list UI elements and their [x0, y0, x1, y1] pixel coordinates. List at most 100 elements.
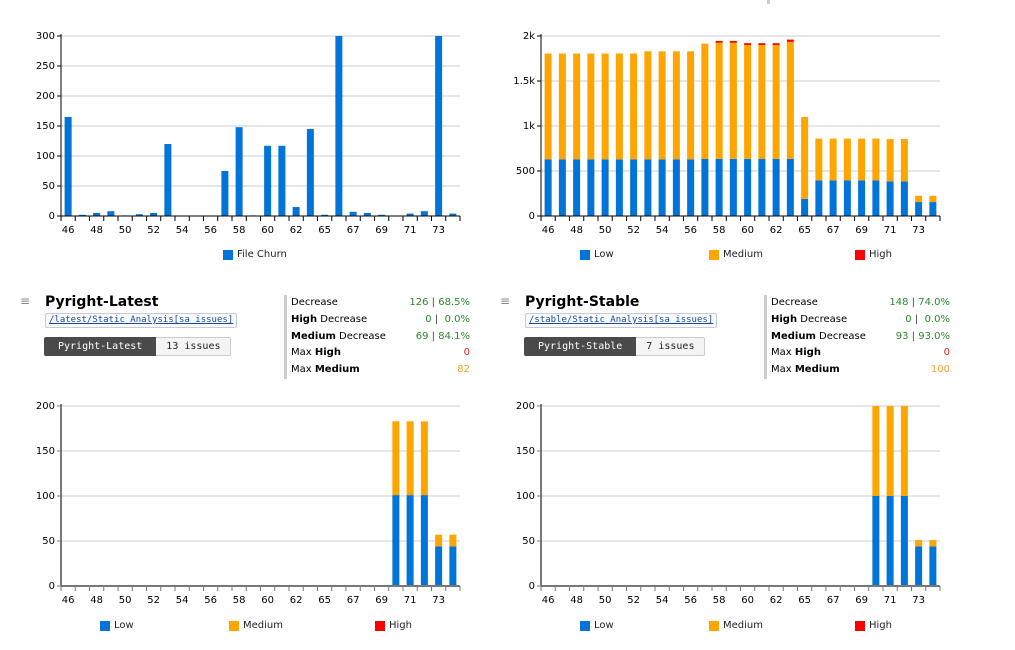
bar-medium — [886, 139, 894, 182]
bar-churn — [306, 129, 314, 216]
path-link[interactable]: /stable/Static Analysis[sa issues] — [525, 313, 718, 328]
bar-low — [886, 496, 894, 586]
bar-churn — [349, 211, 357, 216]
legend-swatch-low — [580, 620, 590, 631]
x-tick-label: 46 — [542, 225, 555, 236]
stat-value: 0 | 0.0% — [425, 313, 470, 325]
x-tick-label: 73 — [912, 225, 925, 236]
stat-row-medium-decrease: Medium Decrease 93 | 93.0% — [767, 329, 950, 346]
x-tick-label: 46 — [62, 225, 75, 236]
bar-churn — [221, 171, 229, 216]
issues-pill[interactable]: Pyright-Latest 13 issues — [44, 337, 232, 356]
legend-label[interactable]: Low — [594, 620, 614, 631]
chart-svg: 0 500 1k 1.5k 2k 46 48 50 52 54 56 58 60 62 65 67 69 71 73 — [513, 31, 941, 236]
y-tick-label: 0 — [49, 211, 55, 222]
menu-icon[interactable]: ≡ — [500, 294, 511, 308]
legend-label[interactable]: High — [869, 249, 892, 260]
y-tick-label: 200 — [36, 91, 55, 102]
y-tick-label: 200 — [36, 401, 55, 412]
bar-medium — [786, 41, 794, 159]
legend-label[interactable]: Medium — [723, 620, 763, 631]
y-tick-label: 1k — [523, 121, 535, 132]
x-tick-label: 54 — [176, 225, 189, 236]
bar-high — [786, 39, 794, 42]
bar-low — [772, 158, 780, 216]
bar-low — [687, 159, 695, 216]
bar-low — [829, 180, 837, 216]
bar-low — [801, 198, 809, 216]
x-tick-label: 67 — [347, 225, 360, 236]
stat-label: Decrease — [797, 313, 848, 325]
x-tick-label: 67 — [827, 225, 840, 236]
bar-low — [715, 158, 723, 216]
x-tick-label: 50 — [119, 595, 132, 606]
x-tick-label: 52 — [147, 225, 160, 236]
path-link[interactable]: /latest/Static Analysis[sa issues] — [45, 313, 238, 328]
legend-severity-low: Low — [580, 249, 614, 260]
bar-medium — [886, 406, 894, 496]
bar-low — [929, 202, 937, 216]
bar-churn — [78, 214, 86, 216]
bar-medium — [772, 45, 780, 159]
section-title: Pyright-Stable — [525, 294, 640, 310]
legend-label[interactable]: File Churn — [237, 249, 287, 260]
stat-label: Max — [291, 364, 315, 376]
x-tick-label: 48 — [570, 225, 583, 236]
stat-value: 69 | 84.1% — [415, 330, 470, 342]
legend-label[interactable]: Low — [594, 249, 614, 260]
bar-medium — [843, 138, 851, 181]
bar-churn — [420, 211, 428, 216]
x-tick-label: 62 — [290, 595, 303, 606]
menu-icon[interactable]: ≡ — [20, 294, 31, 308]
x-tick-label: 71 — [884, 595, 897, 606]
x-tick-label: 56 — [204, 225, 217, 236]
bar-churn — [235, 127, 243, 216]
x-tick-label: 60 — [741, 225, 754, 236]
pill-name[interactable]: Pyright-Latest — [44, 337, 157, 356]
x-tick-label: 71 — [404, 595, 417, 606]
bar-low — [915, 202, 923, 216]
bar-medium — [915, 540, 923, 547]
chart-svg: 0 50 100 150 200 46 48 50 52 54 56 58 60 62 65 67 69 71 73 — [36, 401, 461, 606]
stats-panel: Decrease 148 | 74.0% High Decrease 0 | 0… — [764, 295, 950, 379]
x-tick-label: 56 — [204, 595, 217, 606]
bar-churn — [264, 145, 272, 216]
pill-count[interactable]: 7 issues — [636, 337, 706, 356]
legend-severity-high: High — [855, 249, 892, 260]
stat-value: 126 | 68.5% — [409, 297, 470, 308]
bar-low — [449, 546, 457, 586]
stat-row-high-decrease: High Decrease 0 | 0.0% — [287, 312, 470, 329]
bar-low — [701, 158, 709, 216]
bar-high — [744, 43, 752, 45]
x-tick-label: 50 — [599, 595, 612, 606]
legend-label[interactable]: Low — [114, 620, 134, 631]
legend-label[interactable]: High — [869, 620, 892, 631]
pill-count[interactable]: 13 issues — [156, 337, 232, 356]
bar-medium — [929, 195, 937, 203]
x-tick-label: 67 — [347, 595, 360, 606]
x-tick-label: 65 — [798, 225, 811, 236]
bar-churn — [164, 144, 172, 216]
legend-label[interactable]: High — [389, 620, 412, 631]
bar-low — [587, 159, 595, 216]
bar-medium — [630, 53, 638, 160]
pill-name[interactable]: Pyright-Stable — [524, 337, 637, 356]
stat-label-bold: Medium — [771, 330, 816, 342]
x-tick-label: 52 — [627, 225, 640, 236]
bar-medium — [544, 53, 552, 160]
bar-medium — [858, 138, 866, 181]
x-tick-label: 48 — [90, 595, 103, 606]
y-tick-label: 250 — [36, 61, 55, 72]
bar-low — [872, 496, 880, 586]
bar-medium — [601, 53, 609, 160]
legend-label[interactable]: Medium — [723, 249, 763, 260]
x-tick-label: 73 — [432, 225, 445, 236]
bar-low — [544, 159, 552, 216]
bar-low — [406, 495, 414, 586]
legend-label[interactable]: Medium — [243, 620, 283, 631]
bar-medium — [872, 406, 880, 496]
stat-label-bold: Medium — [291, 330, 336, 342]
stat-label: Max — [771, 364, 795, 376]
issues-pill[interactable]: Pyright-Stable 7 issues — [524, 337, 706, 356]
bar-medium — [687, 51, 695, 160]
